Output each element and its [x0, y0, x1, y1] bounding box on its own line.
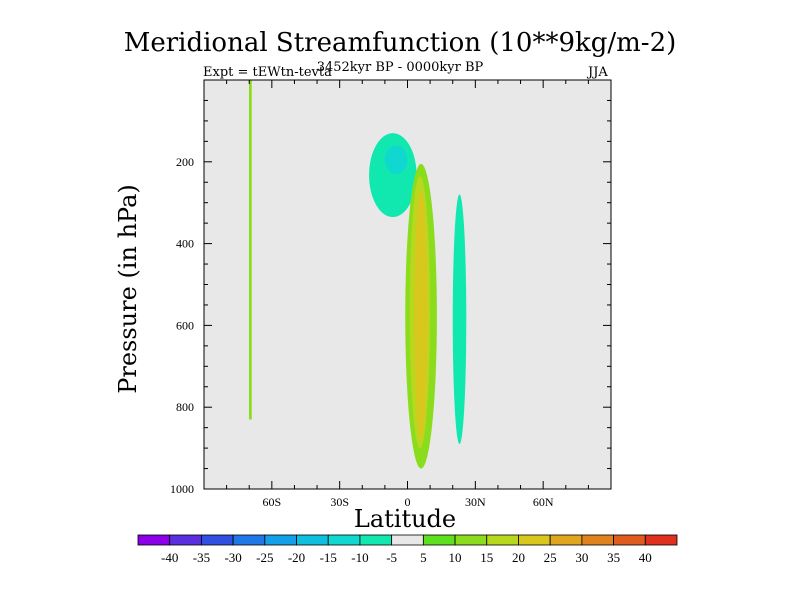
- colorbar-swatch: [169, 534, 202, 546]
- y-tick-label: 600: [176, 318, 194, 332]
- colorbar-swatch: [137, 534, 171, 546]
- colorbar-label: -10: [351, 550, 368, 565]
- chart-title: Meridional Streamfunction (10**9kg/m-2): [123, 28, 677, 58]
- colorbar-swatch: [581, 534, 614, 546]
- colorbar-label: 20: [512, 550, 525, 565]
- nh-negative-cell: [452, 194, 467, 445]
- colorbar-swatch: [296, 534, 329, 546]
- y-tick-label: 800: [176, 400, 194, 414]
- y-tick-label: 200: [176, 155, 194, 169]
- tropical-positive-core: [414, 190, 428, 440]
- colorbar-swatch: [518, 534, 551, 546]
- colorbar-label: 5: [420, 550, 427, 565]
- x-tick-label: 60N: [533, 495, 554, 509]
- colorbar-label: 25: [544, 550, 557, 565]
- colorbar-label: 10: [449, 550, 462, 565]
- upper-negative-core: [384, 145, 408, 175]
- colorbar-swatch: [264, 534, 297, 546]
- time-range-label: 3452kyr BP - 0000kyr BP: [316, 60, 484, 75]
- season-label: JJA: [588, 65, 608, 80]
- colorbar-label: -30: [224, 550, 241, 565]
- colorbar-label: -25: [256, 550, 273, 565]
- colorbar-swatch: [486, 534, 519, 546]
- colorbar-swatch: [644, 534, 678, 546]
- colorbar-label: -20: [288, 550, 305, 565]
- x-tick-label: 30S: [330, 495, 349, 509]
- x-tick-label: 0: [405, 495, 411, 509]
- colorbar-swatch: [422, 534, 456, 546]
- colorbar-swatch: [454, 534, 488, 546]
- colorbar-swatch: [613, 534, 646, 546]
- colorbar-swatch: [327, 534, 361, 546]
- colorbar-swatch: [232, 534, 266, 546]
- colorbar-swatch: [201, 534, 234, 546]
- y-tick-label: 1000: [170, 482, 194, 496]
- colorbar-swatch: [359, 534, 393, 546]
- y-tick-label: 400: [176, 237, 194, 251]
- colorbar-label: 30: [575, 550, 588, 565]
- x-tick-label: 60S: [262, 495, 281, 509]
- colorbar-label: -15: [320, 550, 337, 565]
- colorbar-swatch: [391, 534, 424, 546]
- experiment-label: Expt = tEWtn-tevta: [203, 65, 332, 80]
- colorbar-label: 40: [639, 550, 652, 565]
- sh-positive-strip: [248, 80, 252, 420]
- colorbar-label: -5: [386, 550, 397, 565]
- colorbar-label: -35: [193, 550, 210, 565]
- colorbar-label: -40: [161, 550, 178, 565]
- x-tick-label: 30N: [465, 495, 486, 509]
- colorbar-label: 15: [480, 550, 493, 565]
- colorbar-swatch: [549, 534, 583, 546]
- upper-negative-cell: [369, 133, 417, 218]
- colorbar-label: 35: [607, 550, 620, 565]
- x-axis-label: Latitude: [353, 505, 457, 533]
